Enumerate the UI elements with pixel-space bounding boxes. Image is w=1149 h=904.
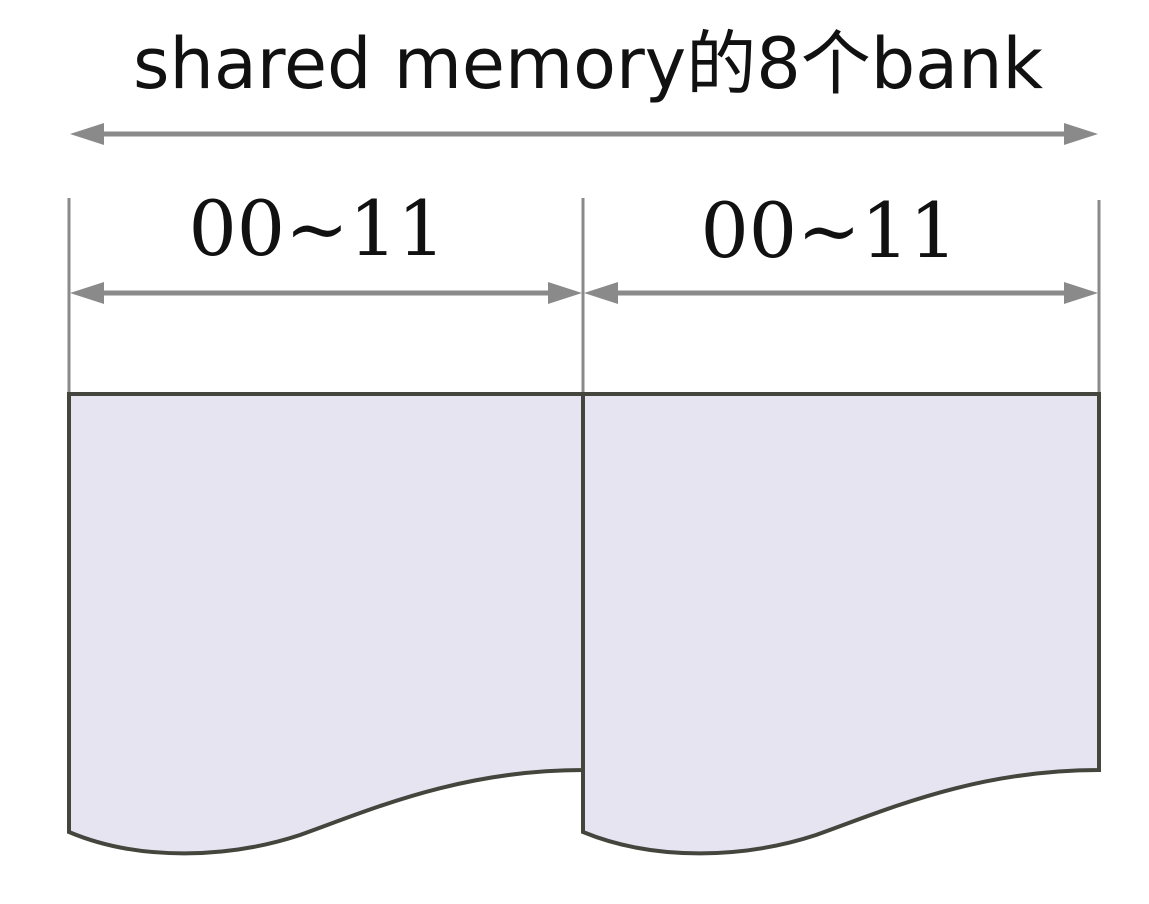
left-arrowhead-icon bbox=[70, 123, 104, 145]
overall-span-arrow bbox=[70, 123, 1098, 145]
bank-2-range: 00~11 bbox=[584, 186, 1098, 304]
right-arrowhead-icon bbox=[548, 282, 582, 304]
bank-1-block bbox=[67, 392, 585, 856]
bank-1-range-label: 00~11 bbox=[188, 184, 445, 273]
left-arrowhead-icon bbox=[584, 282, 618, 304]
extension-lines bbox=[67, 198, 1101, 392]
diagram-title: shared memory的8个bank bbox=[133, 23, 1043, 105]
bank-1-range: 00~11 bbox=[70, 184, 582, 304]
bank-2-block bbox=[581, 392, 1101, 856]
left-arrowhead-icon bbox=[70, 282, 104, 304]
right-arrowhead-icon bbox=[1064, 282, 1098, 304]
right-arrowhead-icon bbox=[1064, 123, 1098, 145]
bank-2-range-label: 00~11 bbox=[700, 186, 957, 275]
